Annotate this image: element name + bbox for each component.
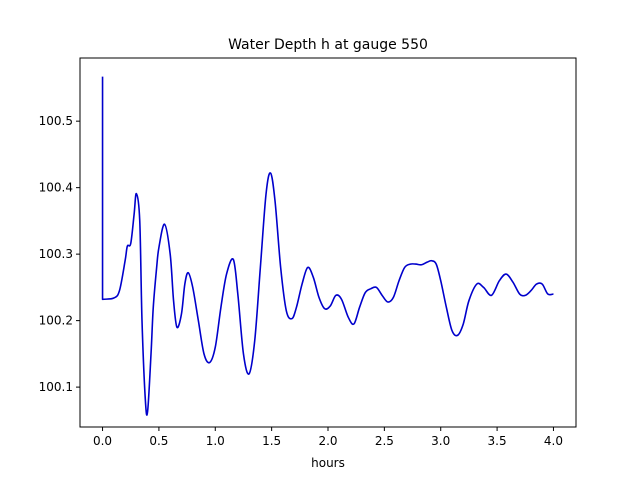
x-axis: 0.0 0.5 1.0 1.5 2.0 2.5 3.0 3.5 4.0: [93, 427, 563, 448]
y-tick-label: 100.3: [39, 247, 73, 261]
x-tick-label: 1.5: [262, 434, 281, 448]
x-tick-label: 3.0: [431, 434, 450, 448]
series-line-0: [101, 76, 554, 416]
y-tick-label: 100.4: [39, 181, 73, 195]
x-axis-label: hours: [311, 456, 345, 470]
x-tick-label: 2.0: [318, 434, 337, 448]
x-tick-label: 2.5: [375, 434, 394, 448]
x-tick-label: 0.5: [149, 434, 168, 448]
x-tick-label: 4.0: [544, 434, 563, 448]
y-axis: 100.1 100.2 100.3 100.4 100.5: [39, 114, 80, 394]
x-tick-label: 3.5: [488, 434, 507, 448]
chart-title: Water Depth h at gauge 550: [228, 37, 428, 53]
y-tick-label: 100.5: [39, 114, 73, 128]
y-tick-label: 100.2: [39, 314, 73, 328]
x-tick-label: 1.0: [206, 434, 225, 448]
y-tick-label: 100.1: [39, 380, 73, 394]
plot-frame: [79, 57, 577, 428]
x-tick-label: 0.0: [93, 434, 112, 448]
plot-area: [101, 76, 554, 416]
